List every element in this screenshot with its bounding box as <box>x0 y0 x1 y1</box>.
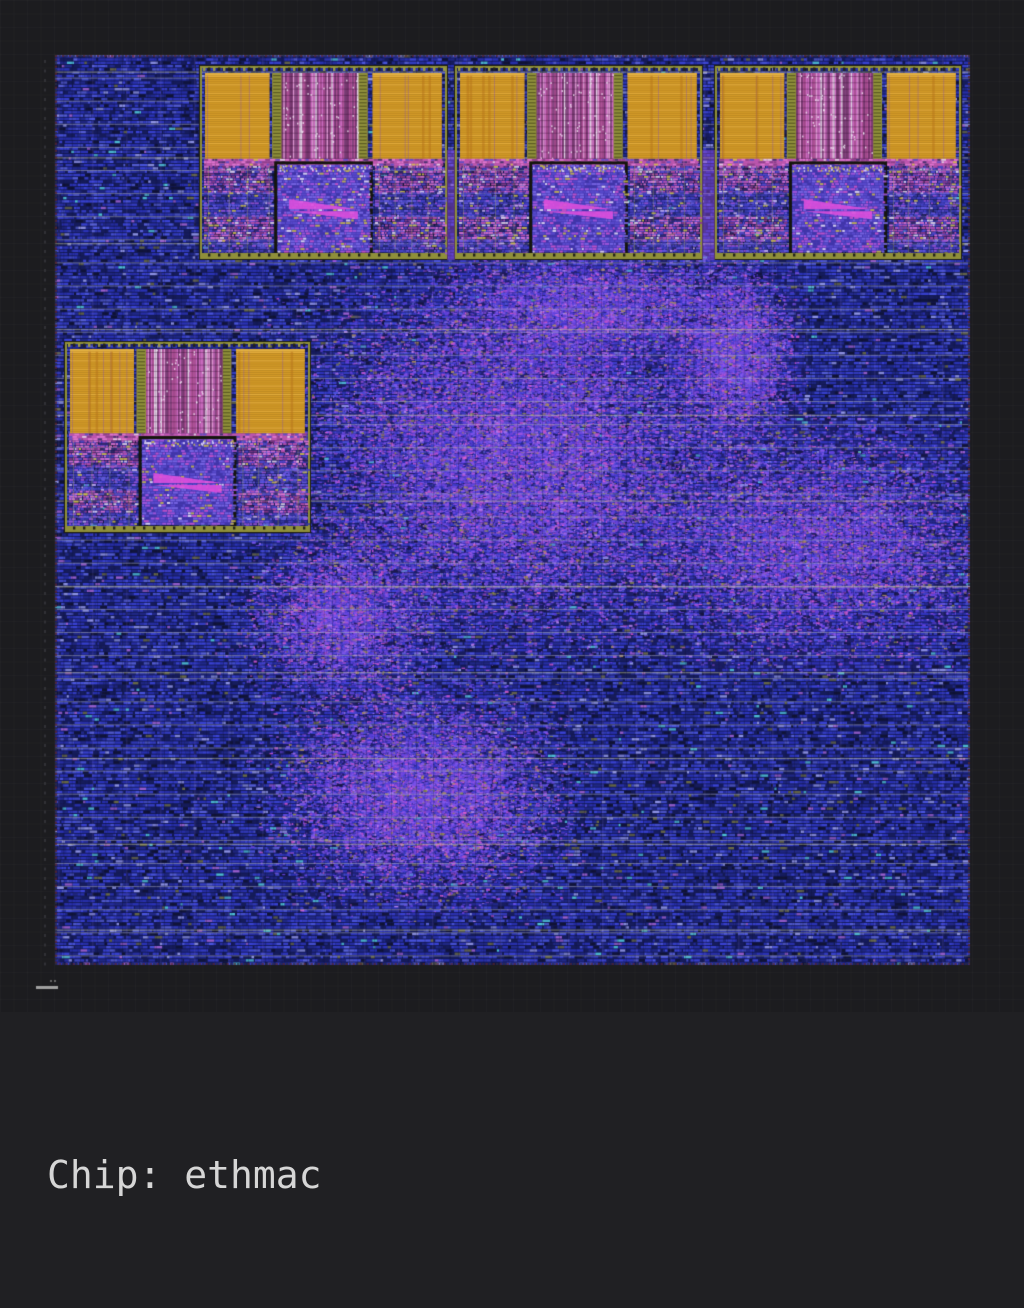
chip-layout-viewer <box>0 0 1024 1012</box>
stat-chip-label: Chip: <box>47 1153 162 1197</box>
chip-stats-panel: Chip:ethmac Node:gf180 Area:2625560.000u… <box>47 1020 527 1308</box>
stat-chip: Chip: ethmac <box>47 1144 527 1206</box>
stat-chip-value: ethmac <box>184 1153 322 1197</box>
chip-die-render <box>0 0 1024 1012</box>
